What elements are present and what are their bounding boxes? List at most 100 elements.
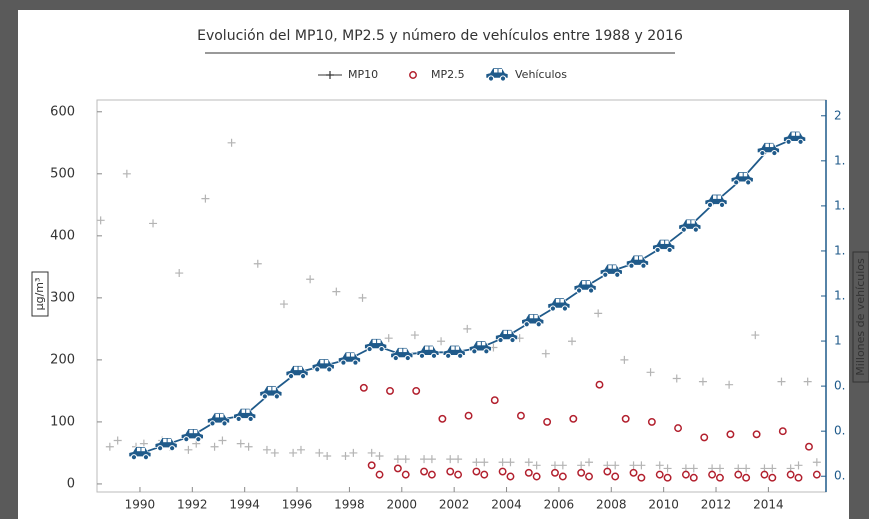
car-marker bbox=[338, 351, 361, 366]
x-tick-label: 2010 bbox=[648, 498, 679, 512]
car-window bbox=[141, 447, 145, 452]
y-tick-label: 0 bbox=[67, 476, 75, 491]
car-wheel bbox=[299, 372, 307, 380]
car-window bbox=[582, 280, 586, 285]
plus-marker bbox=[210, 442, 219, 451]
y-label-box bbox=[31, 271, 49, 317]
car-wheel bbox=[771, 149, 778, 157]
y2-tick-label: 0. bbox=[834, 379, 845, 393]
plus-marker bbox=[768, 464, 777, 473]
car-wheel bbox=[759, 149, 766, 157]
car-window bbox=[429, 346, 433, 350]
car-wheel bbox=[157, 445, 164, 452]
circle-marker bbox=[472, 467, 481, 476]
y-tick-label: 400 bbox=[50, 228, 75, 243]
car-window bbox=[403, 348, 407, 353]
car-marker bbox=[154, 437, 178, 452]
plus-marker bbox=[620, 355, 629, 364]
plus-marker bbox=[315, 448, 324, 457]
car-wheel bbox=[499, 75, 507, 82]
plus-marker bbox=[96, 216, 105, 225]
circle-marker bbox=[427, 470, 436, 479]
circle-marker bbox=[498, 467, 507, 476]
car-window bbox=[377, 339, 381, 344]
car-window bbox=[686, 220, 691, 224]
circle-marker bbox=[655, 470, 664, 479]
circle-marker bbox=[577, 468, 586, 477]
legend-circle bbox=[409, 71, 417, 79]
car-marker bbox=[678, 218, 702, 233]
plus-marker bbox=[279, 300, 288, 309]
circle-marker bbox=[621, 414, 630, 423]
circle-marker bbox=[647, 417, 656, 426]
car-marker bbox=[390, 347, 414, 362]
plus-marker bbox=[463, 324, 472, 333]
y-tick-label: 200 bbox=[50, 352, 75, 367]
car-wheel bbox=[640, 262, 647, 269]
car-marker bbox=[652, 239, 675, 254]
plus-marker bbox=[323, 452, 332, 461]
car-marker bbox=[573, 279, 597, 294]
car-window bbox=[612, 265, 617, 269]
car-window bbox=[455, 346, 460, 350]
car-wheel bbox=[378, 345, 385, 353]
car-window bbox=[167, 438, 172, 443]
car-wheel bbox=[183, 436, 190, 443]
plus-marker bbox=[113, 436, 122, 445]
car-marker bbox=[757, 142, 780, 157]
car-marker bbox=[783, 130, 806, 145]
car-wheel bbox=[366, 345, 373, 353]
car-window bbox=[136, 447, 141, 452]
car-window bbox=[494, 69, 498, 73]
car-window bbox=[320, 359, 324, 364]
car-window bbox=[241, 409, 246, 413]
circle-marker bbox=[532, 472, 541, 481]
plus-marker bbox=[794, 461, 803, 470]
plus-marker bbox=[663, 464, 672, 473]
car-wheel bbox=[575, 287, 583, 294]
plus-marker bbox=[585, 458, 594, 467]
plus-marker bbox=[393, 455, 402, 464]
x-tick-label: 2014 bbox=[753, 498, 784, 512]
car-wheel bbox=[314, 366, 321, 373]
plus-marker bbox=[506, 458, 515, 467]
plus-marker bbox=[341, 452, 350, 461]
x-tick-label: 1998 bbox=[334, 498, 365, 512]
car-window bbox=[503, 330, 508, 335]
car-wheel bbox=[326, 366, 333, 373]
car-wheel bbox=[680, 226, 687, 233]
circle-marker bbox=[603, 467, 612, 476]
y-tick-label: 100 bbox=[50, 414, 75, 429]
plus-marker bbox=[672, 374, 681, 383]
car-wheel bbox=[733, 179, 740, 186]
car-window bbox=[717, 195, 722, 199]
circle-marker bbox=[786, 470, 795, 479]
plus-marker bbox=[358, 293, 367, 302]
car-window bbox=[189, 429, 193, 434]
circle-marker bbox=[454, 470, 463, 479]
car-wheel bbox=[561, 305, 569, 312]
circle-marker bbox=[393, 464, 402, 473]
circle-marker bbox=[359, 383, 368, 392]
car-marker bbox=[364, 338, 387, 353]
car-marker bbox=[626, 254, 649, 269]
plus-marker bbox=[532, 461, 541, 470]
plus-marker bbox=[349, 448, 358, 457]
y2-tick-label: 2 bbox=[834, 108, 842, 122]
car-wheel bbox=[785, 138, 792, 145]
car-window bbox=[529, 314, 534, 319]
car-wheel bbox=[692, 226, 699, 233]
car-wheel bbox=[221, 420, 228, 427]
circle-marker bbox=[524, 468, 533, 477]
circle-marker bbox=[375, 470, 384, 479]
circle-marker bbox=[558, 472, 567, 481]
x-tick-label: 1994 bbox=[229, 498, 260, 512]
car-window bbox=[743, 172, 748, 177]
y2-label-box bbox=[852, 251, 869, 383]
circle-marker bbox=[551, 468, 559, 477]
y2-tick-label: 1. bbox=[834, 289, 845, 303]
plus-marker bbox=[541, 349, 550, 358]
circle-marker bbox=[805, 442, 813, 451]
plus-marker bbox=[637, 461, 646, 470]
y2-tick-label: 1. bbox=[834, 153, 845, 167]
